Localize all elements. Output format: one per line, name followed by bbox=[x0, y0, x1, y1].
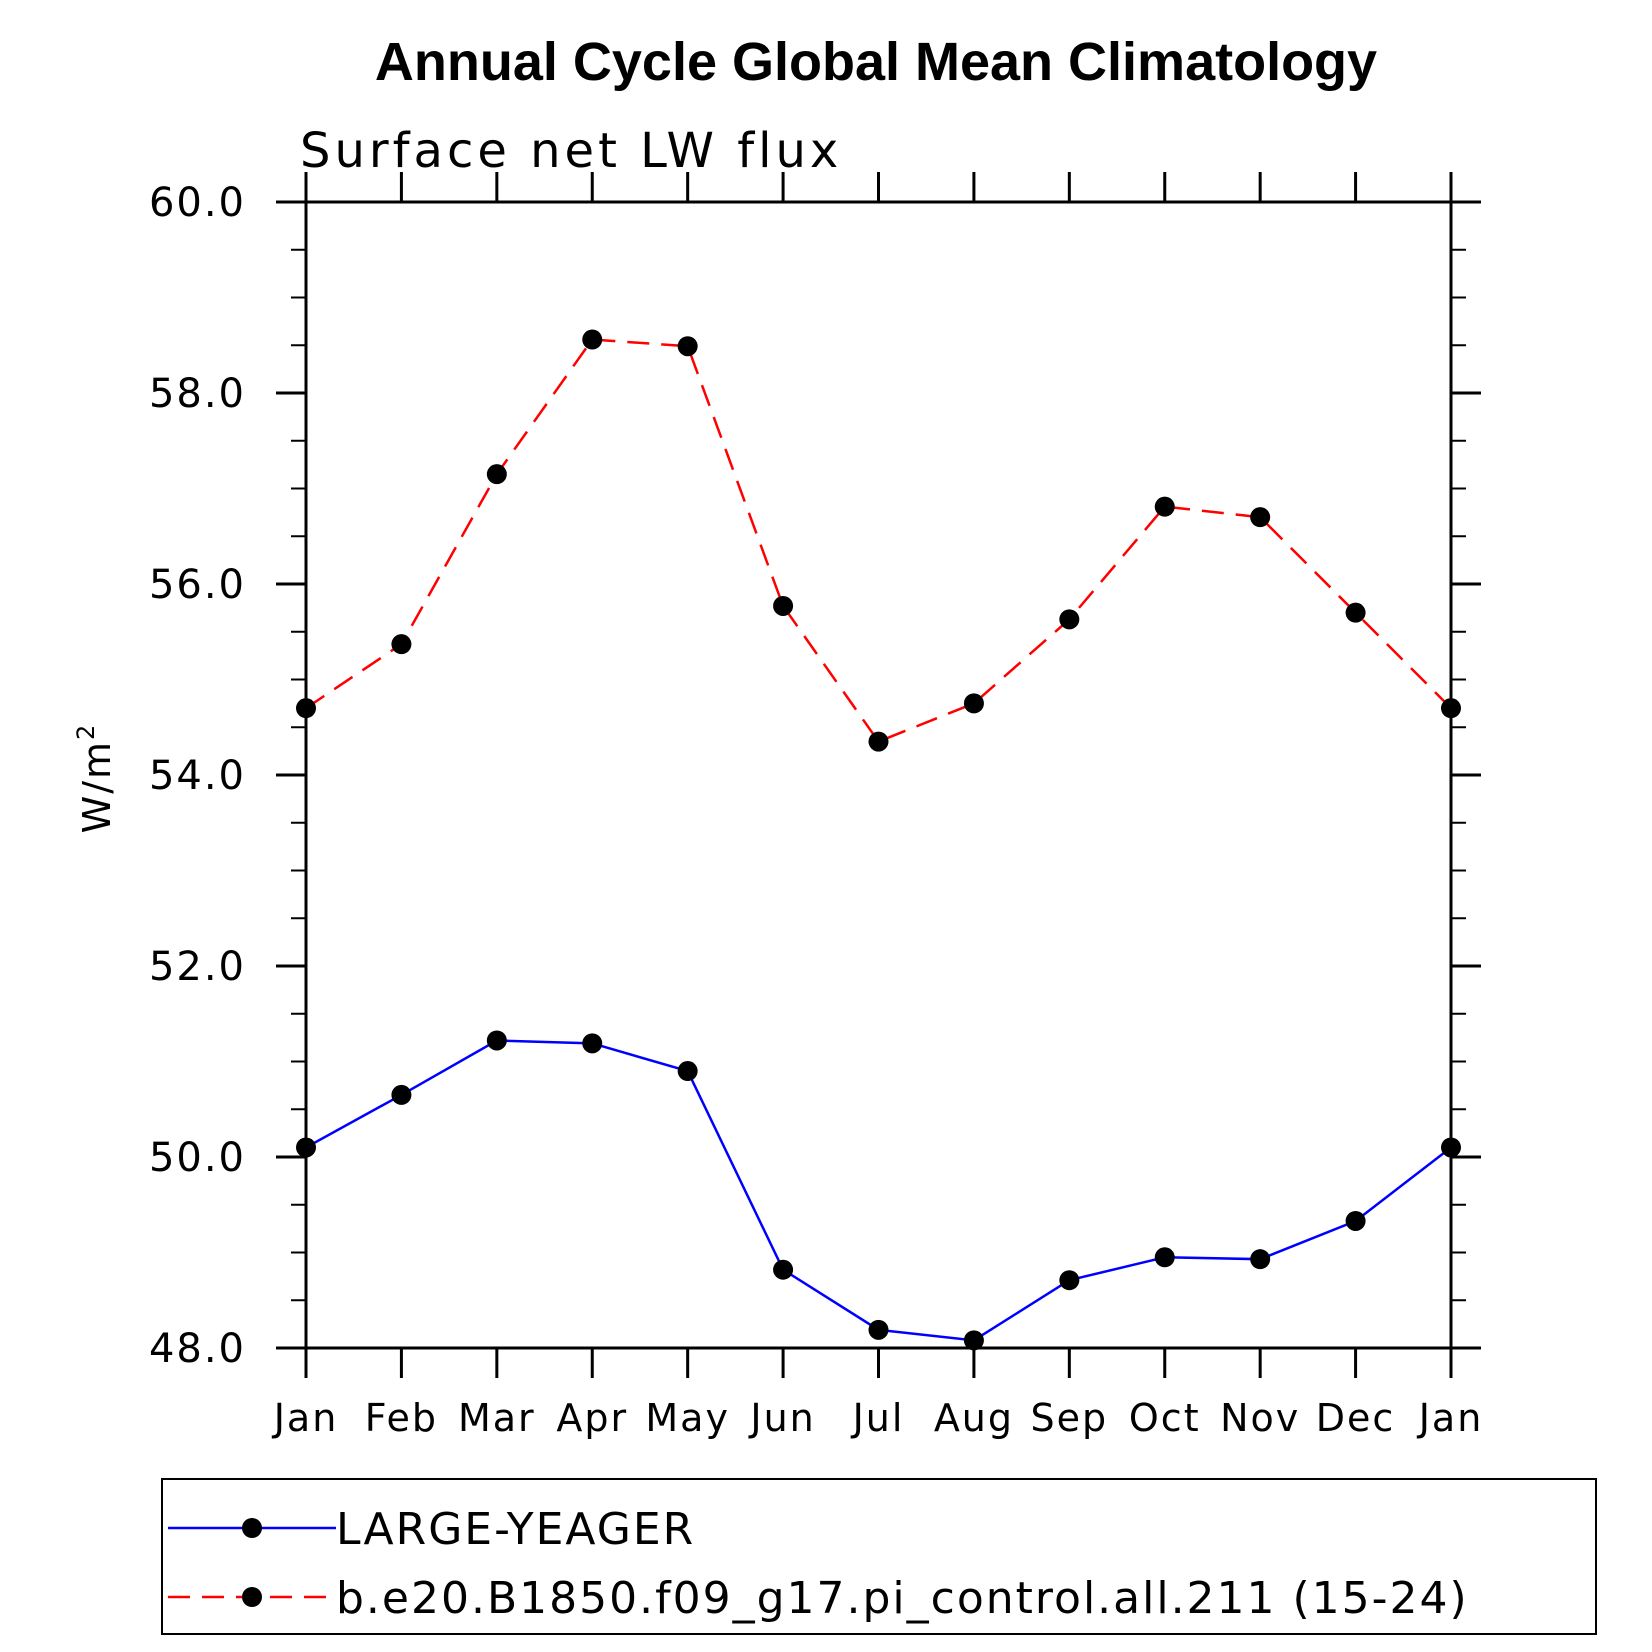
series-line bbox=[305, 338, 1452, 744]
data-point bbox=[391, 634, 412, 655]
x-tick-label: May bbox=[645, 1396, 730, 1440]
data-point bbox=[296, 1137, 316, 1158]
legend-marker bbox=[242, 1518, 262, 1538]
series-2 bbox=[296, 329, 1461, 752]
data-point bbox=[1441, 1137, 1461, 1158]
data-point bbox=[1345, 1210, 1366, 1231]
data-point bbox=[486, 1030, 507, 1051]
x-tick-label: Feb bbox=[365, 1396, 438, 1440]
x-tick-label: Mar bbox=[458, 1396, 536, 1440]
y-tick-label: 58.0 bbox=[149, 371, 246, 417]
data-point bbox=[1441, 698, 1461, 719]
data-point bbox=[773, 1259, 794, 1280]
x-tick-label: Oct bbox=[1129, 1396, 1201, 1440]
y-tick-label: 52.0 bbox=[149, 944, 246, 990]
legend-label: b.e20.B1850.f09_g17.pi_control.all.211 (… bbox=[336, 1573, 1469, 1624]
data-point bbox=[1345, 602, 1366, 623]
y-tick-label: 50.0 bbox=[149, 1135, 246, 1181]
x-tick-label: Jul bbox=[851, 1396, 905, 1440]
series-line bbox=[305, 1039, 1452, 1342]
data-point bbox=[868, 1319, 889, 1340]
legend-box bbox=[161, 1478, 1597, 1635]
data-point bbox=[1154, 496, 1175, 517]
data-point bbox=[582, 329, 603, 350]
data-point bbox=[486, 464, 507, 485]
data-point bbox=[1154, 1247, 1175, 1268]
data-point bbox=[963, 1330, 984, 1351]
series-layer bbox=[296, 329, 1461, 1351]
legend-entry-1: LARGE-YEAGER bbox=[168, 1504, 695, 1555]
y-tick-label: 54.0 bbox=[149, 753, 246, 799]
data-point bbox=[677, 336, 698, 357]
plot-frame bbox=[304, 200, 1453, 1350]
x-tick-label: Jan bbox=[272, 1396, 339, 1440]
x-tick-label: Sep bbox=[1031, 1396, 1109, 1440]
legend: LARGE-YEAGER b.e20.B1850.f09_g17.pi_contr… bbox=[161, 1478, 1597, 1635]
x-tick-label: Dec bbox=[1316, 1396, 1396, 1440]
data-point bbox=[391, 1084, 412, 1105]
legend-label: LARGE-YEAGER bbox=[336, 1504, 695, 1555]
x-tick-label: Jun bbox=[748, 1396, 815, 1440]
legend-entry-2: b.e20.B1850.f09_g17.pi_control.all.211 (… bbox=[168, 1573, 1469, 1624]
x-tick-label: Apr bbox=[556, 1396, 628, 1440]
data-point bbox=[677, 1061, 698, 1082]
y-axis-label-text: W/m bbox=[75, 740, 119, 833]
y-tick-label: 60.0 bbox=[149, 180, 246, 226]
data-point bbox=[1250, 1249, 1271, 1270]
data-point bbox=[296, 698, 316, 719]
data-point bbox=[1059, 1270, 1080, 1291]
data-point bbox=[773, 595, 794, 616]
chart-subtitle: Surface net LW flux bbox=[300, 123, 842, 179]
y-tick-label: 48.0 bbox=[149, 1326, 246, 1372]
y-tick-label: 56.0 bbox=[149, 562, 246, 608]
x-tick-label: Aug bbox=[934, 1396, 1014, 1440]
x-tick-label: Jan bbox=[1417, 1396, 1484, 1440]
data-point bbox=[868, 731, 889, 752]
y-axis-label-superscript: 2 bbox=[72, 723, 100, 740]
data-point bbox=[1250, 507, 1271, 528]
data-point bbox=[1059, 609, 1080, 630]
chart-title: Annual Cycle Global Mean Climatology bbox=[375, 32, 1377, 92]
legend-marker bbox=[242, 1587, 262, 1607]
x-tick-label: Nov bbox=[1220, 1396, 1300, 1440]
axes: 48.0 50.0 52.0 54.0 56.0 58.0 60.0 Jan Feb Mar Apr… bbox=[149, 172, 1484, 1440]
data-point bbox=[963, 693, 984, 714]
data-point bbox=[582, 1033, 603, 1054]
y-axis-label: W/m2 bbox=[72, 723, 119, 834]
series-1 bbox=[296, 1030, 1461, 1351]
